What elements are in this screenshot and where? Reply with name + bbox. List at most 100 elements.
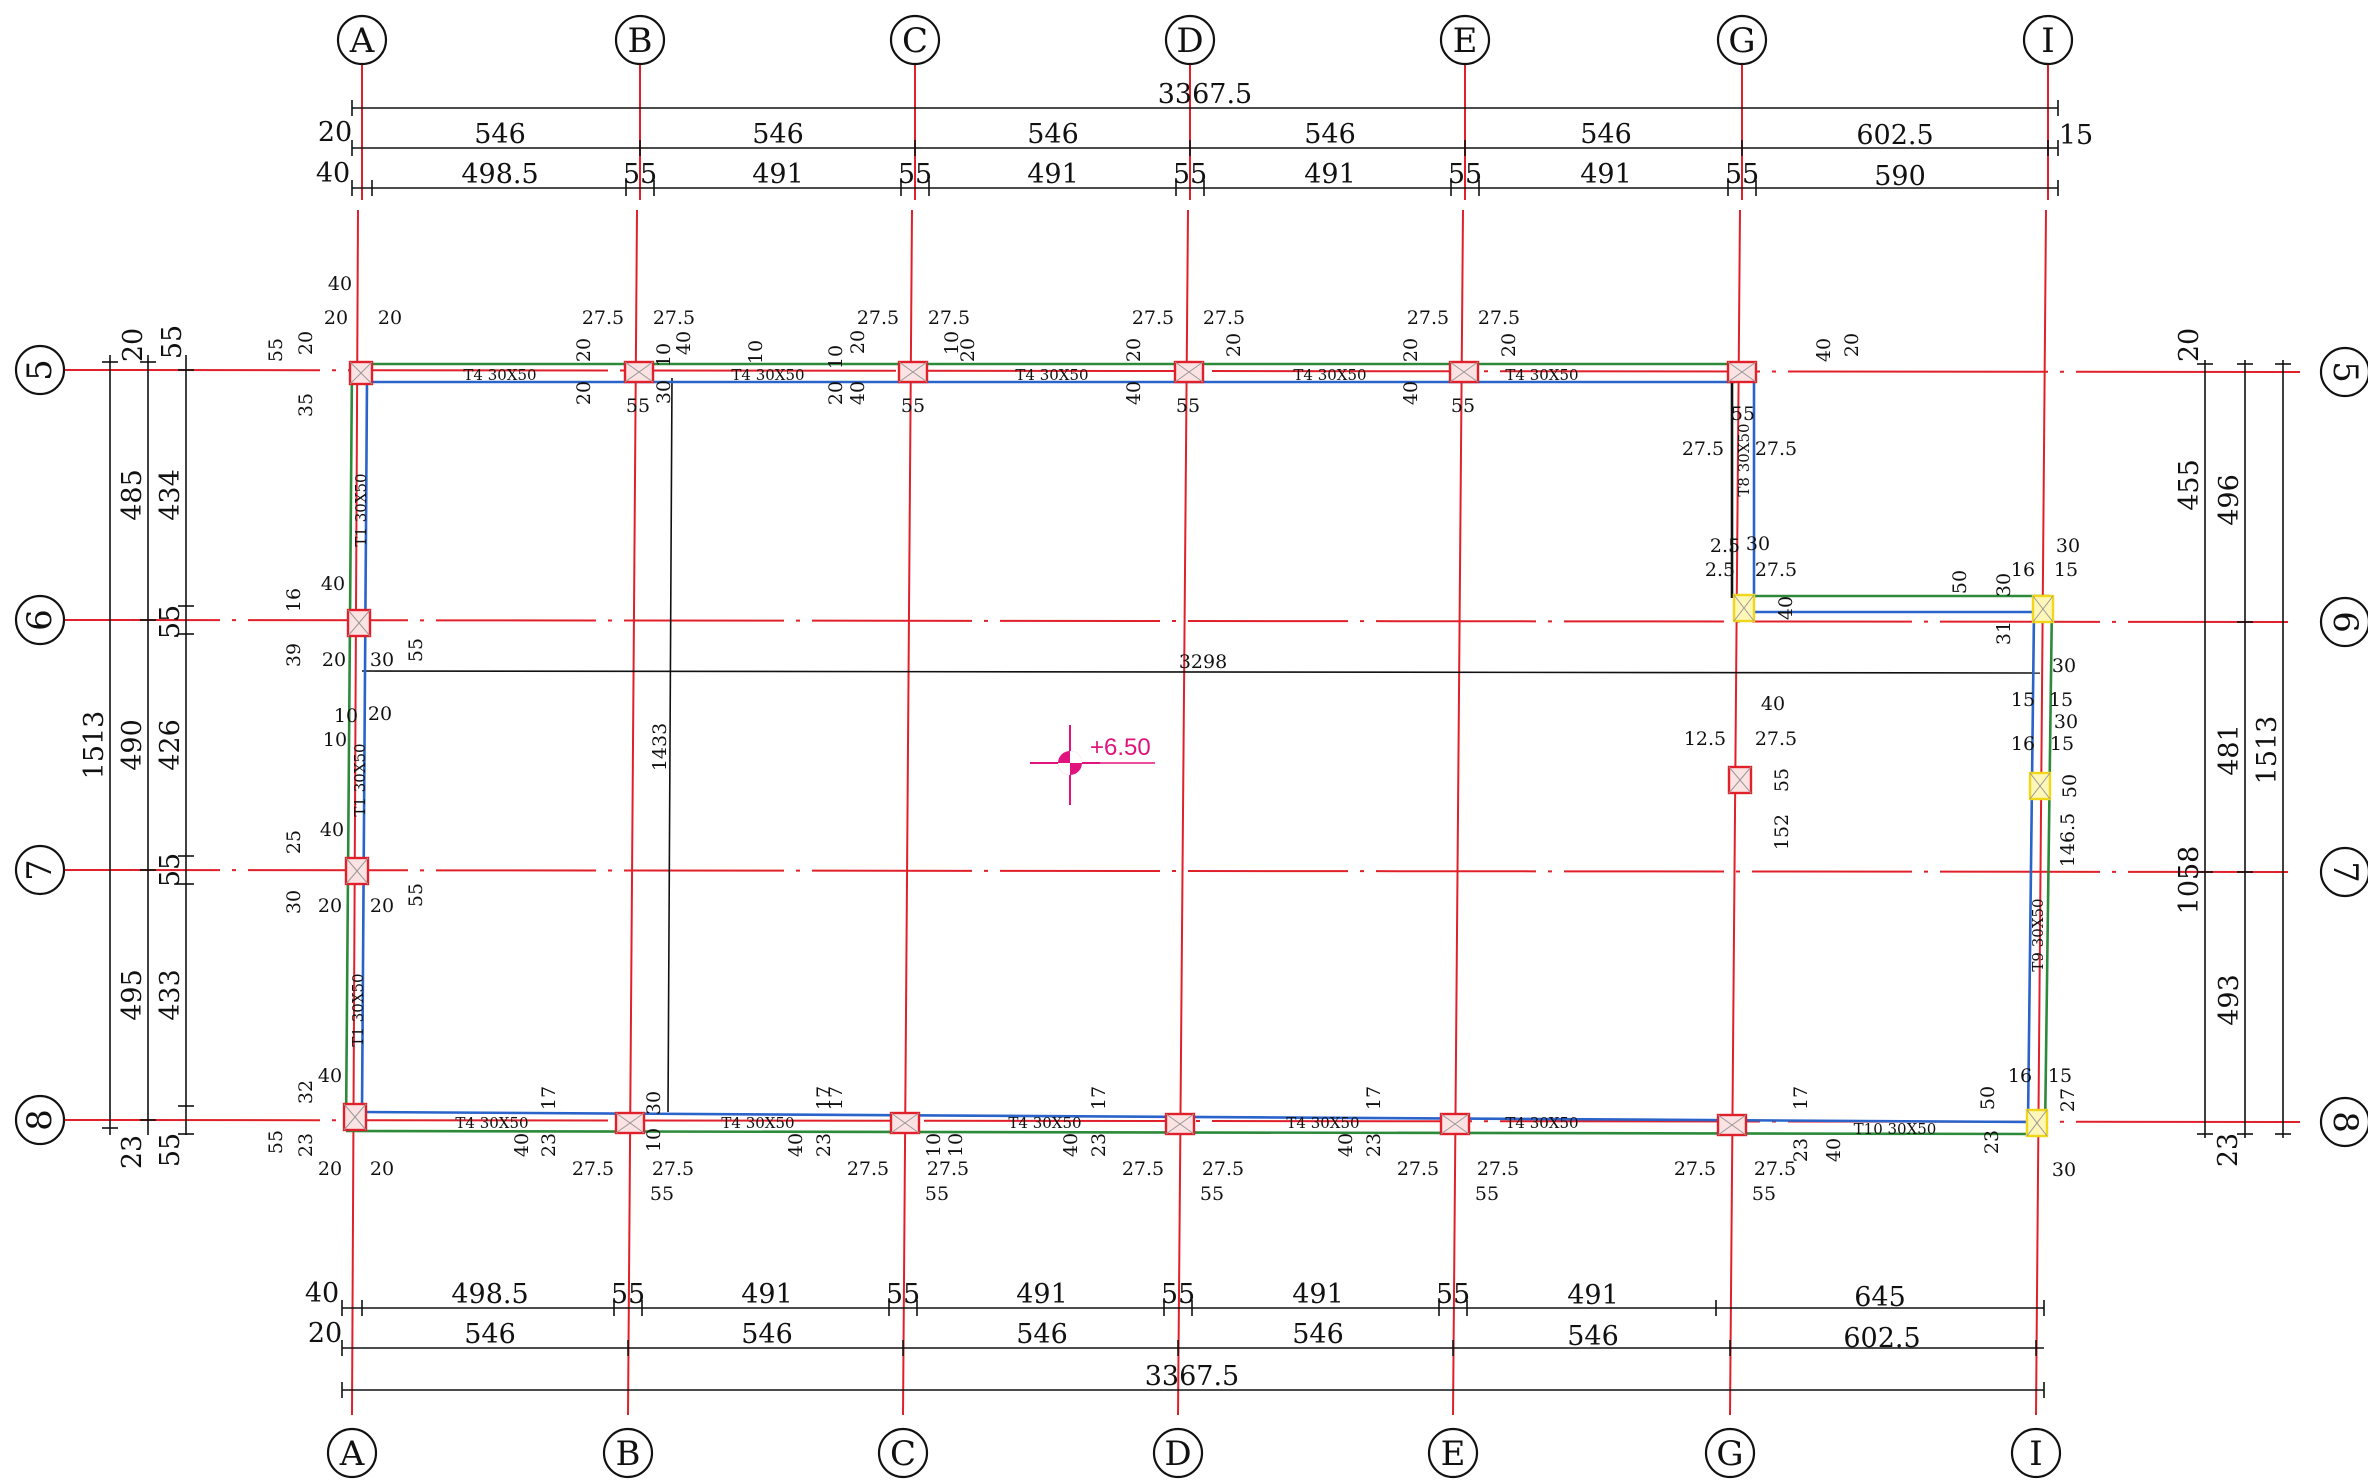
dim-top-row2: 590 xyxy=(1874,161,1926,192)
dim-small: 15 xyxy=(2050,733,2074,755)
grid-bubble-bottom-d xyxy=(1152,1427,1204,1479)
dim-small: 40 xyxy=(511,1133,533,1157)
dim-small: 23 xyxy=(1790,1138,1812,1162)
beam-label-bottom: T4 30X50 xyxy=(1505,1114,1578,1132)
dim-small: 27.5 xyxy=(1755,438,1797,460)
dimension-ticks xyxy=(102,100,2291,1398)
column-c5 xyxy=(897,360,929,384)
dim-small: 20 xyxy=(1498,333,1520,357)
dim-small: 20 xyxy=(573,338,595,362)
dim-left-mid: 485 xyxy=(117,469,148,521)
dim-small: 17 xyxy=(1790,1086,1812,1110)
dim-small: 20 xyxy=(957,338,979,362)
column-c8 xyxy=(889,1111,921,1135)
dim-small: 55 xyxy=(265,1130,287,1154)
dim-small: 20 xyxy=(370,895,394,917)
dim-small: 55 xyxy=(265,338,287,362)
left-dimension-texts: 1513 20 485 490 495 23 55 434 55 426 55 … xyxy=(79,325,188,1169)
dim-small: 40 xyxy=(1775,596,1797,620)
top-dimension-texts: 3367.5 20 546 546 546 546 546 602.5 15 4… xyxy=(316,79,2093,192)
dim-small: 55 xyxy=(1752,1183,1776,1205)
dim-small: 40 xyxy=(673,331,695,355)
dim-top-row1: 602.5 xyxy=(1856,120,1933,151)
axis-a-small-dims: 40 20 20 55 20 35 40 16 39 20 30 55 10 2… xyxy=(265,273,427,1180)
beam-label-top: T4 30X50 xyxy=(1293,366,1366,384)
dim-small: 30 xyxy=(1746,533,1770,555)
grid-bubble-bottom-c xyxy=(877,1427,929,1479)
grid-bubble-right-6 xyxy=(2319,596,2368,648)
elevation-marker: +6.50 xyxy=(1030,725,1155,805)
dim-small: 27.5 xyxy=(1132,307,1174,329)
dim-small: 40 xyxy=(1813,338,1835,362)
beam-label-top: T4 30X50 xyxy=(731,366,804,384)
dim-small: 23 xyxy=(538,1133,560,1157)
dim-left-mid-end: 23 xyxy=(117,1135,148,1169)
dim-small: 25 xyxy=(283,830,305,854)
dim-top-row2: 55 xyxy=(623,159,657,190)
dim-top-row2: 498.5 xyxy=(461,159,538,190)
beam-right-blue xyxy=(2026,611,2036,1123)
dim-small: 40 xyxy=(1335,1133,1357,1157)
dim-small: 35 xyxy=(295,393,317,417)
dim-top-row2: 491 xyxy=(1304,159,1356,190)
dim-right-mid: 496 xyxy=(2214,474,2245,526)
dim-small: 23 xyxy=(1981,1130,2003,1154)
beam-label-left: T1 30X50 xyxy=(349,973,367,1046)
column-small-dims: 27.5 27.5 55 27.5 27.5 55 27.5 27.5 55 2… xyxy=(572,307,1796,1205)
grid-label-top-c: C xyxy=(902,21,928,61)
bottom-dimension-texts: 40 498.5 55 491 55 491 55 491 55 491 645… xyxy=(305,1278,1921,1392)
dim-small: 27.5 xyxy=(927,1158,969,1180)
dim-bottom-row2: 546 xyxy=(1016,1319,1068,1350)
dim-small: 10 xyxy=(923,1133,945,1157)
dim-small: 20 xyxy=(1123,338,1145,362)
column-b5 xyxy=(623,360,655,384)
dim-top-row2: 55 xyxy=(1725,159,1759,190)
column-g8 xyxy=(1716,1113,1748,1137)
dim-top-overall: 3367.5 xyxy=(1158,79,1252,110)
dim-small: 20 xyxy=(318,1158,342,1180)
column-a8 xyxy=(342,1102,368,1132)
dim-left-overall: 1513 xyxy=(79,711,110,780)
column-b8 xyxy=(614,1111,646,1135)
column-i-mid xyxy=(2028,771,2052,801)
column-g6 xyxy=(1732,593,1756,623)
dim-small: 55 xyxy=(1771,768,1793,792)
dim-left-mid: 495 xyxy=(117,969,148,1021)
dim-bottom-row1: 55 xyxy=(1436,1279,1470,1310)
dim-top-row2: 491 xyxy=(1580,159,1632,190)
dim-bottom-row2: 546 xyxy=(741,1319,793,1350)
grid-label-bottom-a: A xyxy=(339,1434,365,1474)
beam-label-bottom: T10 30X50 xyxy=(1854,1120,1937,1138)
dim-bottom-row1: 55 xyxy=(1161,1279,1195,1310)
dim-small: 55 xyxy=(1200,1183,1224,1205)
beam-label-bottom: T4 30X50 xyxy=(1286,1114,1359,1132)
grid-label-top-g: G xyxy=(1728,21,1755,61)
dim-top-row1-right: 15 xyxy=(2059,120,2093,151)
dim-small: 20 xyxy=(318,895,342,917)
grid-label-right-7: 7 xyxy=(2325,861,2365,883)
grid-bubbles xyxy=(14,14,2368,1479)
grid-bubble-left-8 xyxy=(14,1094,66,1146)
dim-small: 15 xyxy=(2054,559,2078,581)
dim-small: 40 xyxy=(785,1133,807,1157)
dim-small: 23 xyxy=(1088,1133,1110,1157)
dim-small: 20 xyxy=(322,649,346,671)
dim-small: 10 xyxy=(653,343,675,367)
axis-line-b xyxy=(627,209,638,1416)
dim-top-row1: 546 xyxy=(1580,119,1632,150)
dim-bottom-row1: 55 xyxy=(611,1279,645,1310)
dim-right-outer-left-top: 20 xyxy=(2174,328,2205,362)
dim-line-3298 xyxy=(361,670,2041,674)
dim-top-row2: 55 xyxy=(1448,159,1482,190)
grid-bubble-top-b xyxy=(614,14,666,66)
dim-small: 23 xyxy=(1363,1133,1385,1157)
dim-small: 17 xyxy=(813,1086,835,1110)
dim-small: 30 xyxy=(283,890,305,914)
dim-small: 10 xyxy=(334,705,358,727)
column-a5 xyxy=(348,360,374,386)
right-dimension-texts: 20 455 1058 23 496 481 493 1513 xyxy=(2174,328,2283,1167)
dim-bottom-row2: 546 xyxy=(1292,1319,1344,1350)
dim-small: 15 xyxy=(2011,689,2035,711)
dim-small: 20 xyxy=(370,1158,394,1180)
